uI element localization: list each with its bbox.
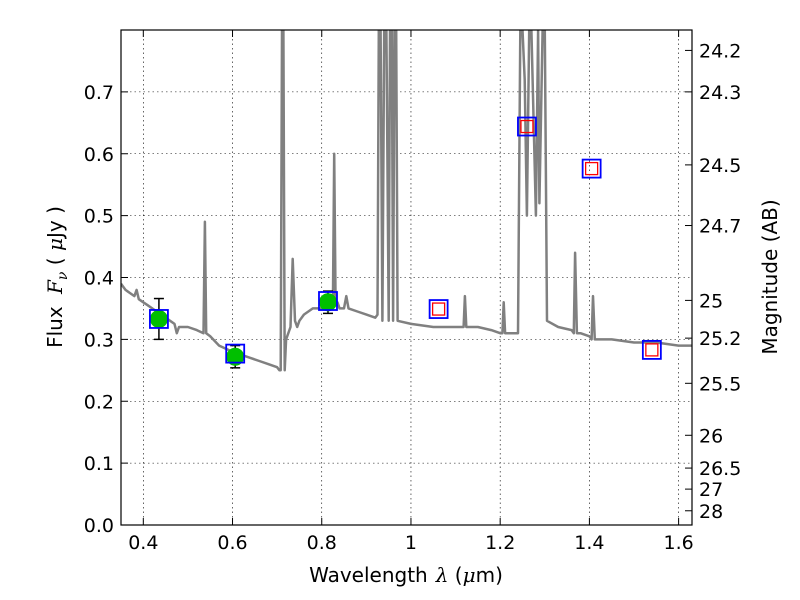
model-point — [517, 116, 537, 137]
model-point — [225, 343, 246, 364]
y2-tick-label: 24.7 — [699, 216, 741, 238]
observed-point — [318, 293, 337, 312]
y-tick-label: 0.3 — [84, 329, 114, 351]
x-tick-label: 0.6 — [217, 532, 247, 554]
x-tick-label: 1.4 — [574, 532, 604, 554]
y2-tick-label: 24.2 — [699, 40, 741, 62]
y2-tick-label: 28 — [699, 501, 723, 523]
y-tick-label: 0.6 — [84, 144, 114, 166]
y2-tick-label: 25.5 — [699, 373, 741, 395]
y2-tick-label: 24.5 — [699, 155, 741, 177]
model-point-inner — [584, 161, 599, 176]
y2-tick-label: 25.2 — [699, 328, 741, 350]
y2-tick-label: 25 — [699, 290, 723, 312]
y-tick-label: 0.5 — [84, 206, 114, 228]
y2-tick-label: 27 — [699, 479, 723, 501]
x-tick-labels: 0.4 0.6 0.8 1 1.2 1.4 1.6 — [128, 532, 694, 554]
x-axis-title: Wavelength λ (μm) — [309, 563, 503, 587]
x-tick-label: 1.2 — [485, 532, 515, 554]
x-tick-label: 0.8 — [307, 532, 337, 554]
model-point-inner — [520, 119, 534, 134]
y-tick-label: 0.1 — [84, 453, 114, 475]
spectrum-line — [121, 30, 692, 372]
y-tick-label: 0.0 — [84, 515, 114, 537]
y-tick-label: 0.4 — [84, 268, 114, 290]
x-tick-label: 1 — [405, 532, 417, 554]
model-point — [149, 309, 169, 329]
y-tick-label: 0.7 — [84, 82, 114, 104]
model-point-inner — [645, 343, 659, 357]
model-point — [641, 339, 662, 360]
y-axis-title: Flux Fν ( μJy ) — [43, 206, 71, 348]
model-point — [428, 299, 449, 319]
y2-tick-label: 26 — [699, 425, 723, 447]
y2-tick-label: 26.5 — [699, 458, 741, 480]
y-tick-label: 0.2 — [84, 391, 114, 413]
model-point — [581, 158, 602, 179]
tick-marks — [121, 30, 692, 526]
model-point — [318, 291, 338, 311]
x-tick-label: 0.4 — [128, 532, 158, 554]
y2-tick-label: 24.3 — [699, 82, 741, 104]
spectrum-series — [121, 30, 692, 372]
photometry-markers — [149, 116, 662, 369]
grid-lines — [121, 30, 692, 526]
model-point-inner — [431, 302, 446, 316]
x-tick-label: 1.6 — [664, 532, 694, 554]
y-tick-labels: 0.0 0.1 0.2 0.3 0.4 0.5 0.6 0.7 — [84, 82, 114, 537]
y2-axis-title: Magnitude (AB) — [758, 199, 782, 354]
observed-point — [149, 309, 168, 328]
